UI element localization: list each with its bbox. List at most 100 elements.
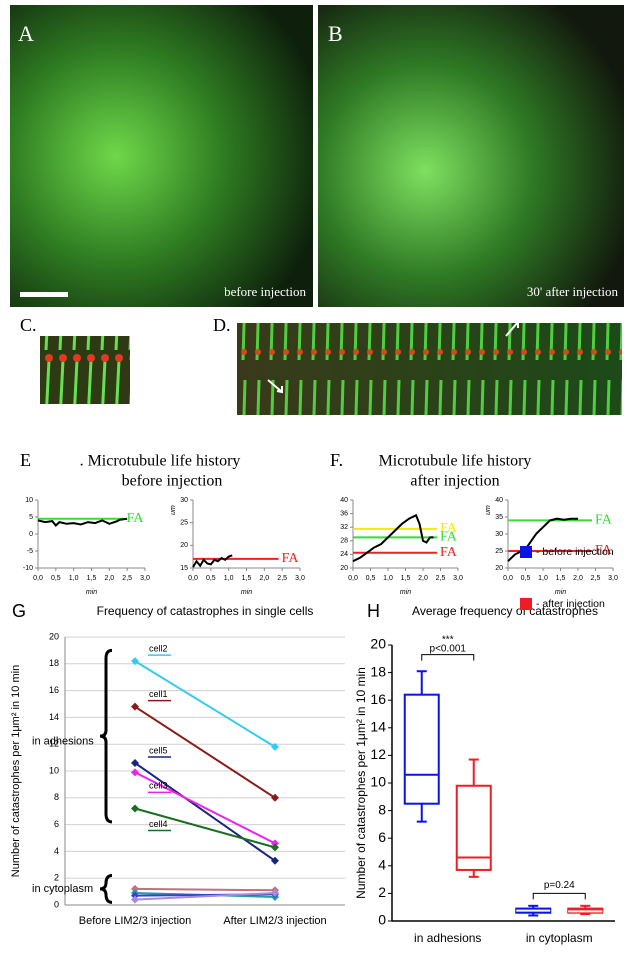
x-tick-label: After LIM2/3 injection [223, 915, 326, 927]
data-point [131, 804, 139, 813]
scale-bar [20, 292, 68, 297]
panel-subtitle: after injection [410, 473, 499, 490]
series-line [134, 762, 276, 862]
reference-label: FA [440, 530, 458, 545]
x-tick-label: in adhesions [414, 931, 481, 945]
data-point [131, 657, 139, 666]
data-point [131, 891, 139, 900]
arrow [505, 321, 519, 337]
y-tick-label: 4 [54, 846, 59, 856]
data-point [271, 742, 279, 751]
data-point [271, 839, 279, 848]
x-tick-label: 3,0 [295, 575, 305, 582]
series-line [134, 891, 276, 901]
significance-bracket [532, 892, 586, 900]
y-tick-label: 10 [49, 765, 59, 775]
reference-label: FA [595, 543, 613, 558]
y-tick-label: 8 [54, 792, 59, 802]
series-label: cell4 [149, 819, 168, 829]
data-line [352, 513, 434, 563]
y-tick-label: 6 [378, 829, 386, 845]
x-tick-label: 2,5 [436, 575, 446, 582]
y-axis-label: um [485, 505, 492, 515]
x-tick-label: 2,5 [277, 575, 287, 582]
x-tick-label: 3,0 [453, 575, 463, 582]
x-tick-label: 0,5 [206, 575, 216, 582]
y-tick-label: 2 [378, 884, 386, 900]
data-point [131, 895, 139, 904]
data-line [192, 554, 233, 568]
data-point [131, 768, 139, 777]
micrograph-c-overlay [40, 336, 130, 404]
y-tick-label: 4 [378, 857, 386, 873]
series-line [134, 660, 276, 748]
x-tick-label: 0,5 [521, 575, 531, 582]
y-tick-label: 32 [340, 524, 348, 531]
y-tick-label: 35 [495, 514, 503, 521]
x-tick-label: 2,5 [122, 575, 132, 582]
reference-label: FA [440, 521, 458, 536]
y-tick-label: 12 [49, 739, 59, 749]
chart-title: Average frequency of catastrophes [412, 604, 598, 618]
x-tick-label: Before LIM2/3 injection [79, 915, 192, 927]
y-tick-label: 20 [49, 631, 59, 641]
y-tick-label: 5 [29, 514, 33, 521]
panel-subtitle: before injection [122, 473, 223, 490]
panel-label: G [12, 601, 26, 621]
brace [99, 874, 113, 904]
y-tick-label: 25 [495, 548, 503, 555]
y-axis-label: Number of catastrophes per 1μm² in 10 mi… [354, 667, 368, 899]
annotation: in adhesions [32, 735, 94, 747]
y-tick-label: 18 [370, 663, 386, 679]
y-tick-label: 20 [370, 636, 386, 652]
x-tick-label: 2,0 [259, 575, 269, 582]
data-point [271, 856, 279, 865]
x-tick-label: 1,0 [383, 575, 393, 582]
y-tick-label: 6 [54, 819, 59, 829]
y-tick-label: 16 [49, 685, 59, 695]
y-tick-label: 20 [340, 565, 348, 572]
x-tick-label: 3,0 [140, 575, 150, 582]
x-tick-label: 0,0 [188, 575, 198, 582]
significance-bracket [421, 654, 475, 661]
y-tick-label: -10 [23, 565, 33, 572]
legend-swatch [520, 546, 532, 558]
annotation: *** [442, 634, 454, 645]
x-axis-label: min [86, 589, 97, 596]
y-tick-label: 0 [29, 531, 33, 538]
box [455, 784, 492, 871]
x-tick-label: 0,0 [33, 575, 43, 582]
reference-label: FA [440, 545, 458, 560]
x-tick-label: 1,5 [242, 575, 252, 582]
y-tick-label: 25 [180, 520, 188, 527]
caption: before injection [224, 284, 306, 299]
panel-label: A [18, 21, 34, 46]
legend-swatch [520, 598, 532, 610]
x-tick-label: 2,0 [104, 575, 114, 582]
x-tick-label: 0,0 [348, 575, 358, 582]
y-tick-label: 14 [370, 719, 386, 735]
x-tick-label: 3,0 [608, 575, 618, 582]
data-line [37, 517, 128, 527]
x-tick-label: in cytoplasm [526, 931, 593, 945]
panel-title: . Microtubule life history [80, 453, 241, 470]
y-tick-label: 30 [180, 497, 188, 504]
caption: 30' after injection [527, 284, 619, 299]
panel-label: D. [213, 315, 231, 335]
y-tick-label: 18 [49, 658, 59, 668]
x-tick-label: 1,5 [401, 575, 411, 582]
box [403, 693, 440, 805]
data-point [271, 888, 279, 897]
reference-label: FA [595, 513, 613, 528]
y-tick-label: 20 [180, 542, 188, 549]
panel-label: F. [330, 450, 343, 470]
annotation: in cytoplasm [32, 883, 93, 895]
y-tick-label: 8 [378, 801, 386, 817]
y-tick-label: 36 [340, 510, 348, 517]
series-line [134, 887, 276, 892]
reference-label: FA [282, 551, 300, 566]
y-tick-label: 12 [370, 746, 386, 762]
y-tick-label: 14 [49, 712, 59, 722]
